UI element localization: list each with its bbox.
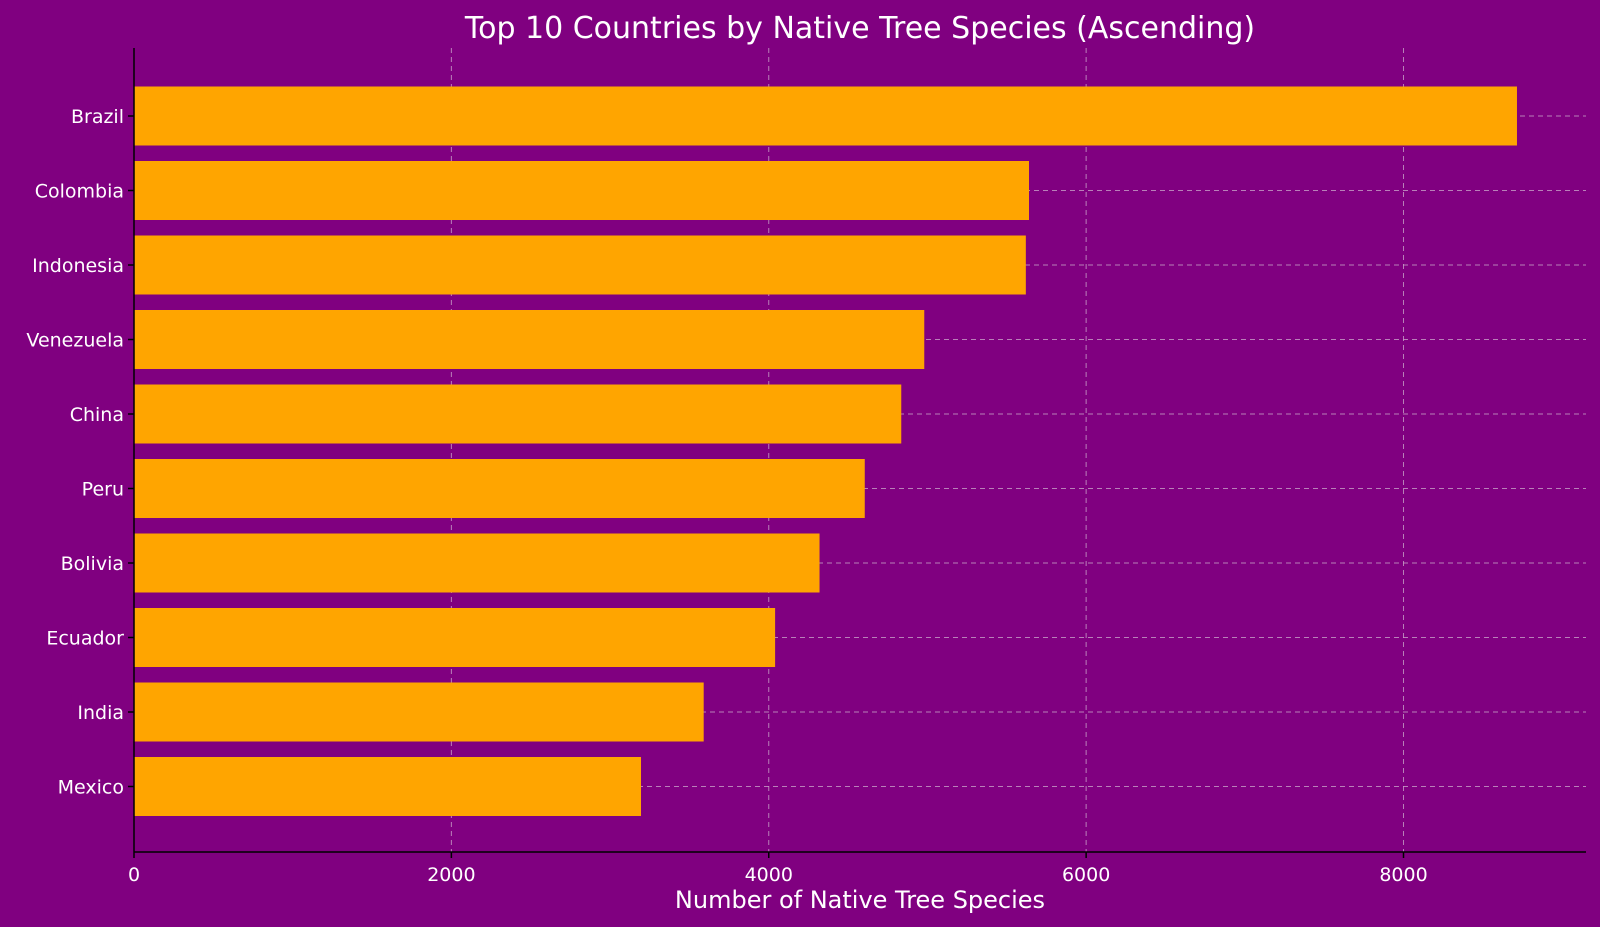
y-tick-label-venezuela: Venezuela — [26, 330, 124, 352]
y-tick-labels: Brazil Colombia Indonesia Venezuela China Per… — [26, 106, 134, 799]
y-tick-label-colombia: Colombia — [35, 181, 124, 203]
y-tick-label-peru: Peru — [82, 479, 124, 501]
x-tick-label: 0 — [128, 864, 140, 886]
y-tick-label-ecuador: Ecuador — [46, 628, 124, 650]
bar-china — [134, 384, 902, 444]
bar-colombia — [134, 161, 1030, 220]
bars — [134, 86, 1517, 816]
x-tick-label: 6000 — [1062, 864, 1110, 886]
x-tick-label: 2000 — [427, 864, 475, 886]
x-tick-labels: 0 2000 4000 6000 8000 — [128, 852, 1428, 886]
y-tick-label-bolivia: Bolivia — [61, 553, 124, 575]
bar-bolivia — [134, 533, 820, 593]
bar-peru — [134, 459, 865, 518]
x-axis-label: Number of Native Tree Species — [675, 886, 1045, 914]
bar-brazil — [134, 86, 1517, 146]
bar-india — [134, 682, 704, 742]
x-tick-label: 8000 — [1379, 864, 1427, 886]
bar-mexico — [134, 757, 642, 816]
x-tick-label: 4000 — [745, 864, 793, 886]
chart-title: Top 10 Countries by Native Tree Species … — [464, 11, 1255, 46]
y-tick-label-indonesia: Indonesia — [32, 255, 124, 277]
y-tick-label-mexico: Mexico — [58, 777, 124, 799]
bar-venezuela — [134, 310, 925, 369]
y-tick-label-india: India — [77, 702, 124, 724]
bar-indonesia — [134, 235, 1026, 295]
y-tick-label-china: China — [70, 404, 124, 426]
y-tick-label-brazil: Brazil — [71, 106, 124, 128]
bar-ecuador — [134, 608, 776, 667]
